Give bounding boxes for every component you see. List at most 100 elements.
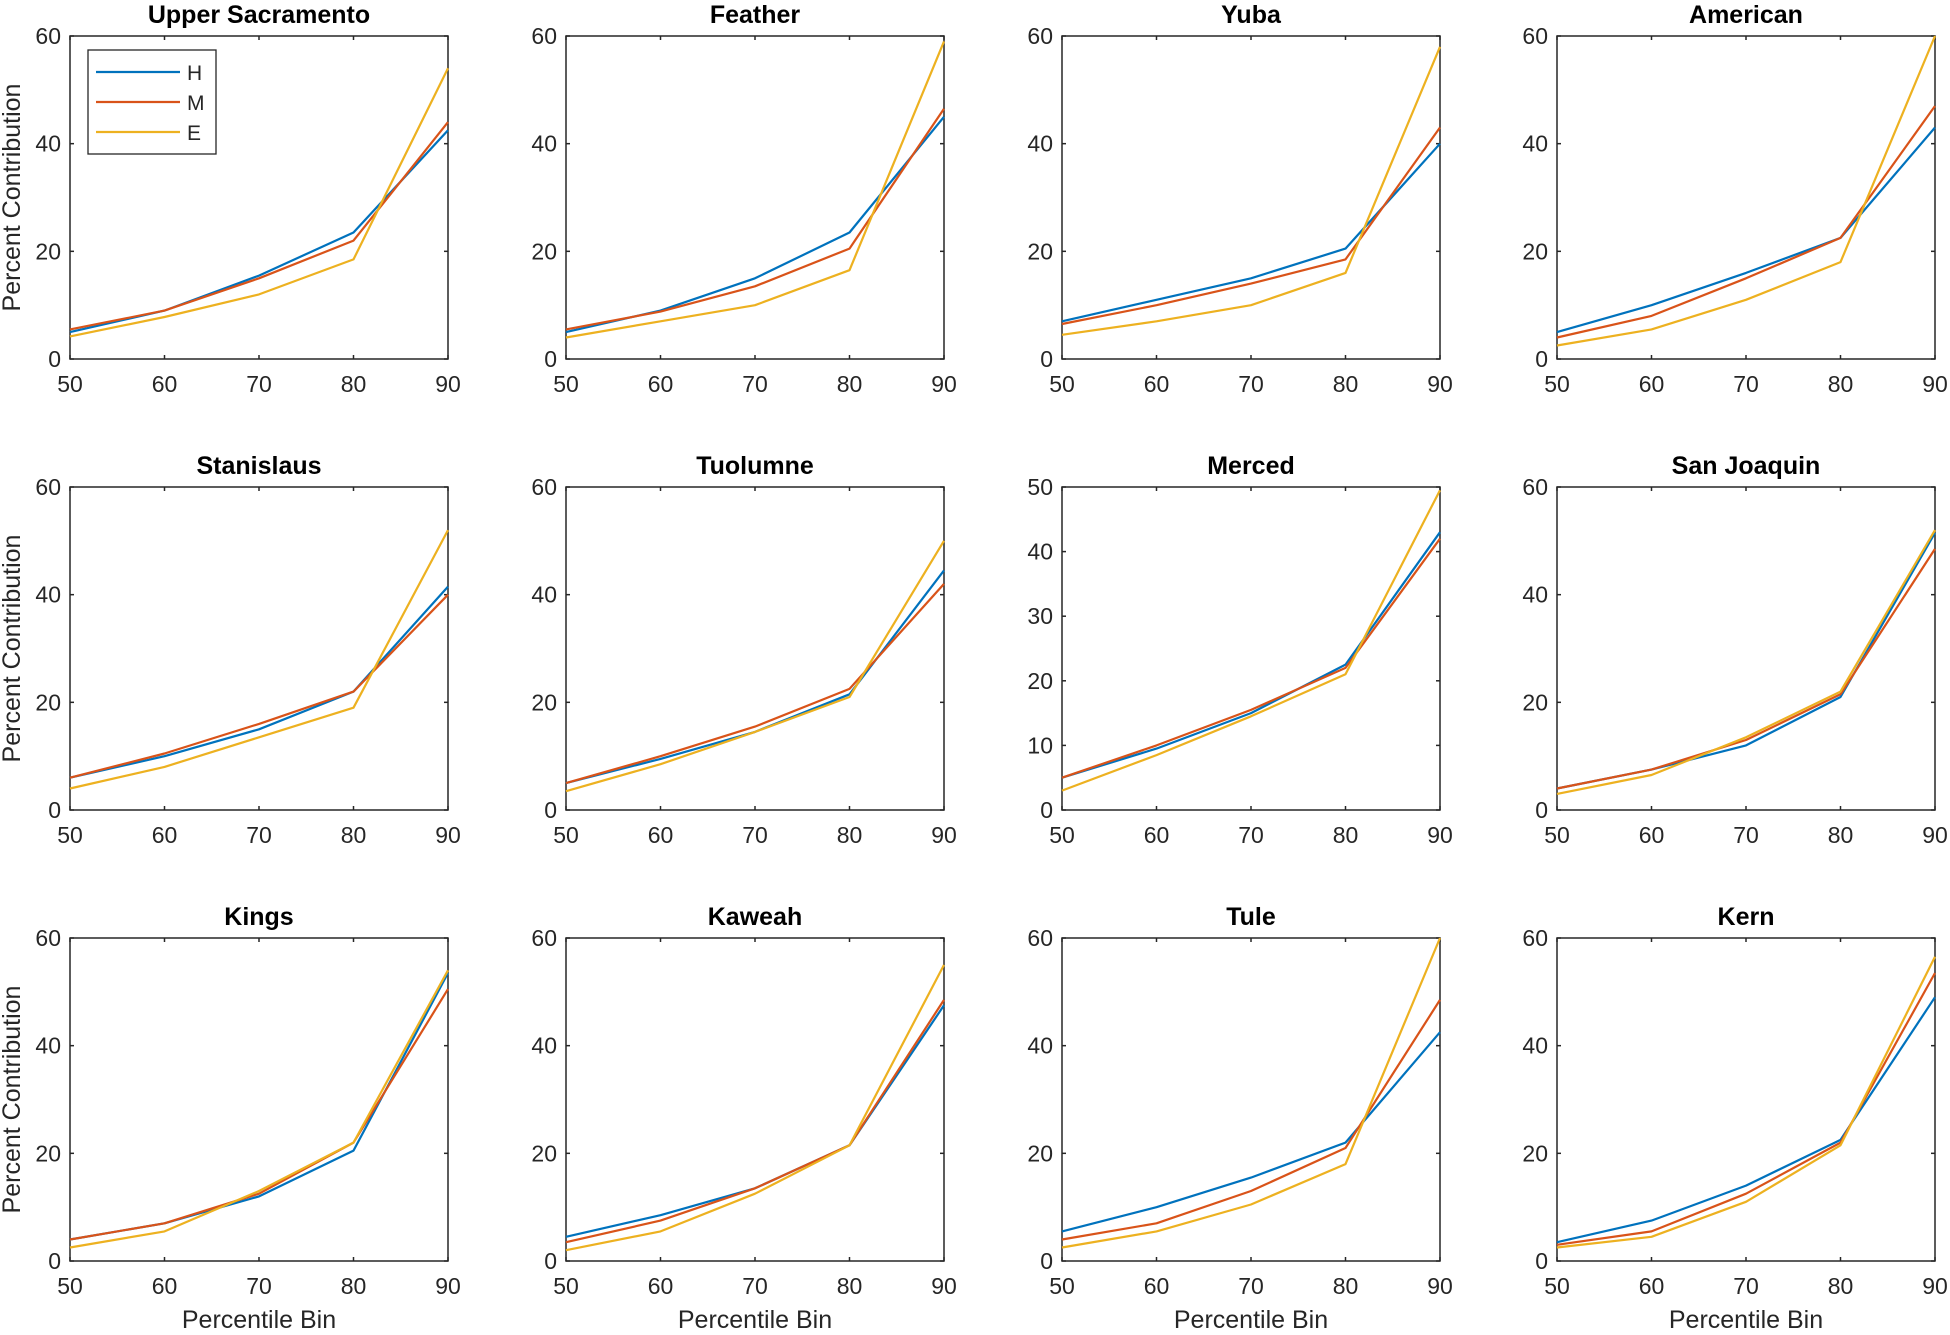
x-tick-label: 90	[1922, 1273, 1948, 1299]
series-line-e	[565, 40, 946, 339]
y-tick-label: 40	[1027, 131, 1053, 157]
y-tick-label: 60	[1522, 474, 1548, 500]
y-tick-label: 0	[48, 797, 61, 823]
y-tick-label: 60	[1522, 925, 1548, 951]
x-tick-label: 80	[341, 822, 367, 848]
panel-merced: Merced 50 60 70 80 90 0 10 20 30 40 50	[1027, 452, 1452, 848]
x-tick-label: 80	[341, 371, 367, 397]
y-tick-label: 20	[1522, 1140, 1548, 1166]
y-tick-label: 20	[35, 238, 61, 264]
y-tick-label: 0	[48, 346, 61, 372]
panel-yuba: Yuba 50 60 70 80 90 0 20 40 60	[1027, 1, 1452, 397]
x-tick-label: 50	[57, 822, 83, 848]
y-tick-label: 40	[531, 131, 557, 157]
x-tick-label: 90	[931, 1273, 957, 1299]
y-tick-label: 20	[35, 689, 61, 715]
x-tick-label: 80	[1333, 371, 1359, 397]
x-tick-label: 80	[837, 1273, 863, 1299]
x-tick-label: 90	[435, 822, 461, 848]
x-tick-label: 60	[152, 822, 178, 848]
series-line-e	[69, 529, 449, 790]
x-tick-label: 80	[837, 822, 863, 848]
y-tick-label: 20	[531, 238, 557, 264]
y-tick-label: 60	[1522, 23, 1548, 49]
x-axis-label: Percentile Bin	[182, 1306, 336, 1334]
x-tick-label: 50	[1544, 371, 1570, 397]
y-tick-label: 60	[35, 925, 61, 951]
x-tick-label: 60	[152, 1273, 178, 1299]
x-tick-label: 60	[152, 371, 178, 397]
y-tick-label: 60	[531, 474, 557, 500]
series-line-e	[69, 67, 449, 338]
series-line-m	[69, 121, 449, 331]
x-axis-label: Percentile Bin	[1669, 1306, 1823, 1334]
x-tick-label: 70	[246, 1273, 272, 1299]
y-tick-label: 20	[1027, 238, 1053, 264]
panel-kings: Kings 50 60 70 80 90 0 20 40 60 Percent Contributi…	[0, 903, 461, 1334]
y-tick-label: 40	[531, 582, 557, 608]
series-line-e	[565, 964, 945, 1252]
series-line-m	[1556, 972, 1936, 1246]
x-tick-label: 50	[553, 822, 579, 848]
panel-stanislaus: Stanislaus 50 60 70 80 90 0 20 40 60 Percent Contr…	[0, 452, 461, 848]
plot-area	[565, 937, 945, 1262]
y-tick-label: 0	[1535, 346, 1548, 372]
y-tick-label: 0	[1040, 1248, 1053, 1274]
panel-feather: Feather 50 60 70 80 90 0 20 40 60	[531, 1, 956, 397]
x-tick-label: 70	[742, 822, 768, 848]
x-tick-label: 50	[1049, 1273, 1075, 1299]
x-tick-label: 90	[1427, 371, 1453, 397]
panel-title: Stanislaus	[196, 452, 321, 480]
y-tick-label: 40	[35, 1033, 61, 1059]
series-line-e	[1061, 46, 1442, 336]
series-line-h	[69, 585, 449, 779]
y-tick-label: 0	[544, 1248, 557, 1274]
y-tick-label: 10	[1027, 732, 1053, 758]
panel-title: Kings	[224, 903, 293, 931]
x-tick-label: 50	[1544, 1273, 1570, 1299]
x-tick-label: 60	[1144, 371, 1170, 397]
x-tick-label: 60	[1144, 1273, 1170, 1299]
x-tick-label: 80	[1828, 822, 1854, 848]
y-tick-label: 0	[1040, 797, 1053, 823]
y-tick-label: 60	[531, 23, 557, 49]
x-tick-label: 70	[742, 1273, 768, 1299]
x-tick-label: 80	[341, 1273, 367, 1299]
panel-title: Kern	[1718, 903, 1775, 931]
y-tick-label: 60	[35, 23, 61, 49]
y-tick-label: 60	[1027, 925, 1053, 951]
series-line-h	[1061, 1031, 1441, 1233]
x-tick-label: 90	[1427, 822, 1453, 848]
series-line-m	[1061, 999, 1441, 1241]
plot-area	[565, 486, 945, 811]
x-tick-label: 50	[1049, 371, 1075, 397]
panel-title: Kaweah	[708, 903, 802, 931]
panel-title: Merced	[1207, 452, 1295, 480]
x-tick-label: 70	[1238, 1273, 1264, 1299]
y-tick-label: 40	[35, 131, 61, 157]
series-line-e	[565, 540, 945, 793]
series-line-m	[565, 583, 945, 785]
series-line-e	[1556, 529, 1936, 795]
panel-title: Tuolumne	[696, 452, 814, 480]
y-tick-label: 0	[1535, 1248, 1548, 1274]
x-tick-label: 70	[1733, 1273, 1759, 1299]
x-tick-label: 50	[57, 371, 83, 397]
series-line-h	[1061, 531, 1441, 779]
y-tick-label: 0	[1040, 346, 1053, 372]
x-tick-label: 70	[246, 371, 272, 397]
x-tick-label: 50	[1544, 822, 1570, 848]
y-tick-label: 50	[1027, 474, 1053, 500]
panel-title: Yuba	[1221, 1, 1282, 29]
y-tick-label: 40	[1522, 582, 1548, 608]
x-tick-label: 70	[1733, 822, 1759, 848]
y-tick-label: 20	[35, 1140, 61, 1166]
x-tick-label: 90	[1427, 1273, 1453, 1299]
x-tick-label: 90	[1922, 371, 1948, 397]
series-line-m	[1556, 105, 1936, 339]
series-line-e	[1556, 35, 1937, 347]
plot-area	[565, 35, 945, 360]
x-tick-label: 90	[435, 371, 461, 397]
plot-area	[69, 937, 449, 1262]
